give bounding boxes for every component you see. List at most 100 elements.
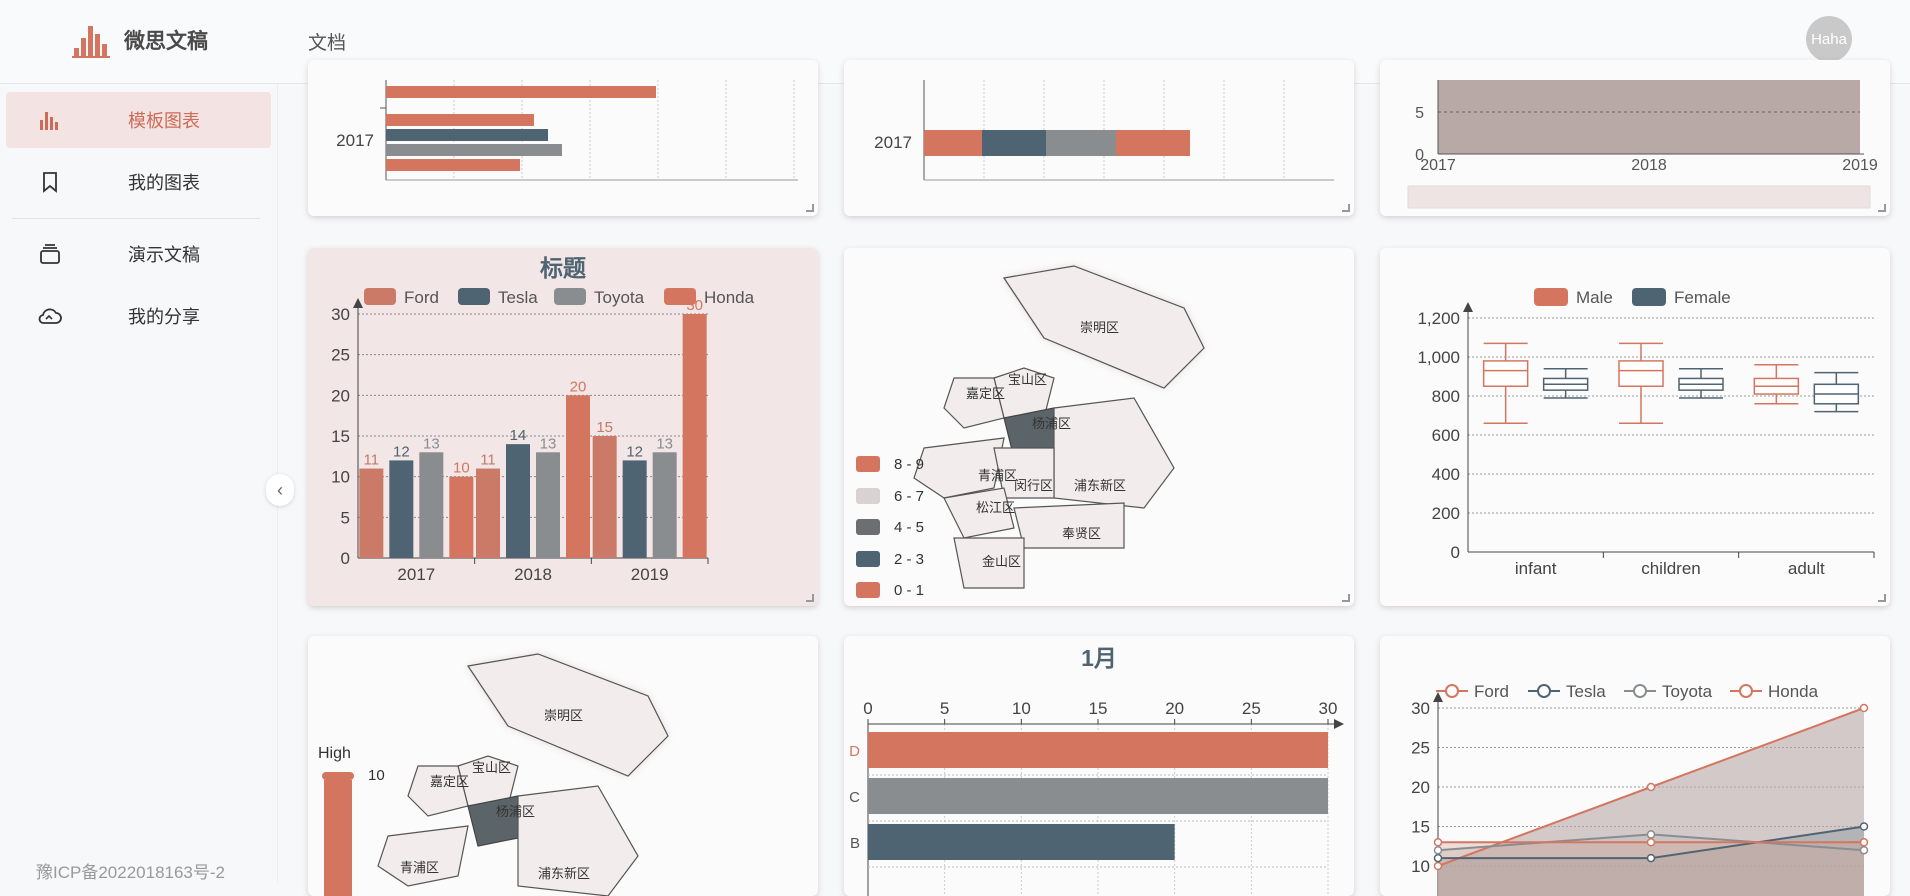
- bar-toyota-2019[interactable]: [653, 452, 677, 558]
- point-honda[interactable]: [1861, 839, 1868, 846]
- box-male-adult[interactable]: [1754, 365, 1798, 404]
- box-male-infant[interactable]: [1484, 343, 1528, 423]
- bar-tesla-2019[interactable]: [623, 460, 647, 558]
- bar-ford-2019[interactable]: [593, 436, 617, 558]
- x-tick-label: infant: [1515, 559, 1557, 578]
- bar-tesla-2018[interactable]: [506, 444, 530, 558]
- point-tesla[interactable]: [1861, 823, 1868, 830]
- point-tesla[interactable]: [1648, 855, 1655, 862]
- point-tesla[interactable]: [1435, 855, 1442, 862]
- bar-ford-2018[interactable]: [476, 469, 500, 558]
- bar-2017-honda: [386, 159, 520, 171]
- legend-label-honda[interactable]: Honda: [704, 288, 755, 307]
- visual-map-bar[interactable]: [324, 780, 352, 896]
- point-honda[interactable]: [1435, 839, 1442, 846]
- legend-swatch-female[interactable]: [1632, 288, 1666, 306]
- legend-marker-toyota[interactable]: [1634, 685, 1646, 697]
- resize-handle[interactable]: [1878, 594, 1886, 602]
- legend-swatch-ford[interactable]: [364, 288, 396, 305]
- region-qingpu[interactable]: [378, 826, 468, 886]
- stacked-chart-svg: 2017: [844, 60, 1354, 216]
- bar-C[interactable]: [868, 778, 1328, 814]
- legend-marker-tesla[interactable]: [1538, 685, 1550, 697]
- resize-handle[interactable]: [1878, 204, 1886, 212]
- bar-toyota-2018[interactable]: [536, 452, 560, 558]
- app-logo[interactable]: 微思文稿: [72, 22, 208, 58]
- bar-honda-2018[interactable]: [566, 395, 590, 558]
- y-tick-label: 5: [341, 508, 350, 527]
- bar-B[interactable]: [868, 824, 1175, 860]
- legend-swatch-tesla[interactable]: [458, 288, 490, 305]
- y-tick-label: 1,200: [1417, 309, 1460, 328]
- bar-D[interactable]: [868, 732, 1328, 768]
- legend-label-ford[interactable]: Ford: [404, 288, 439, 307]
- bar-honda-2017[interactable]: [449, 477, 473, 558]
- piece-label[interactable]: 8 - 9: [894, 456, 924, 473]
- legend-label-male[interactable]: Male: [1576, 288, 1613, 307]
- point-toyota[interactable]: [1435, 847, 1442, 854]
- legend-swatch-toyota[interactable]: [554, 288, 586, 305]
- map-label: 宝山区: [1008, 372, 1047, 387]
- legend-label-tesla[interactable]: Tesla: [498, 288, 538, 307]
- sidebar-item-presentations[interactable]: 演示文稿: [6, 226, 271, 282]
- resize-handle[interactable]: [1342, 594, 1350, 602]
- point-ford[interactable]: [1861, 705, 1868, 712]
- avatar[interactable]: Haha: [1806, 16, 1852, 62]
- sidebar-item-label: 模板图表: [128, 107, 200, 133]
- point-honda[interactable]: [1648, 839, 1655, 846]
- sidebar-item-my-shares[interactable]: 我的分享: [6, 288, 271, 344]
- piece-label[interactable]: 4 - 5: [894, 519, 924, 536]
- nav-docs[interactable]: 文档: [308, 28, 346, 55]
- legend-label-toyota[interactable]: Toyota: [594, 288, 645, 307]
- collapse-sidebar-button[interactable]: ‹: [266, 474, 294, 506]
- legend-label-female[interactable]: Female: [1674, 288, 1731, 307]
- piece-label[interactable]: 0 - 1: [894, 582, 924, 599]
- piece-2-3[interactable]: [856, 551, 880, 567]
- legend-label-ford[interactable]: Ford: [1474, 682, 1509, 701]
- chart-card-stacked[interactable]: 2017: [844, 60, 1354, 216]
- box-female-children[interactable]: [1679, 369, 1723, 398]
- box-female-adult[interactable]: [1814, 373, 1858, 412]
- piece-0-1[interactable]: [856, 582, 880, 598]
- chart-card-map-2[interactable]: 崇明区 宝山区 嘉定区 杨浦区 青浦区 浦东新区 High 10: [308, 636, 818, 896]
- map2-svg: 崇明区 宝山区 嘉定区 杨浦区 青浦区 浦东新区 High 10: [308, 636, 818, 896]
- bar-toyota-2017[interactable]: [419, 452, 443, 558]
- legend-label-toyota[interactable]: Toyota: [1662, 682, 1713, 701]
- point-toyota[interactable]: [1861, 847, 1868, 854]
- resize-handle[interactable]: [1342, 204, 1350, 212]
- sidebar-item-my-charts[interactable]: 我的图表: [6, 154, 271, 210]
- chart-card-hbar[interactable]: 2017: [308, 60, 818, 216]
- legend-marker-ford[interactable]: [1446, 685, 1458, 697]
- piece-label[interactable]: 2 - 3: [894, 551, 924, 568]
- point-ford[interactable]: [1435, 863, 1442, 870]
- sidebar-item-template-charts[interactable]: 模板图表: [6, 92, 271, 148]
- resize-handle[interactable]: [806, 594, 814, 602]
- bar-tesla-2017[interactable]: [389, 460, 413, 558]
- legend-label-honda[interactable]: Honda: [1768, 682, 1819, 701]
- visual-map-handle[interactable]: [322, 772, 354, 780]
- bar-honda-2019[interactable]: [683, 314, 707, 558]
- point-ford[interactable]: [1648, 784, 1655, 791]
- chart-card-map[interactable]: 崇明区 宝山区 嘉定区 杨浦区 青浦区 闵行区 浦东新区 松江区 奉贤区 金山区…: [844, 248, 1354, 606]
- piece-label[interactable]: 6 - 7: [894, 488, 924, 505]
- bar-ford-2017[interactable]: [359, 469, 383, 558]
- icp-footer[interactable]: 豫ICP备2022018163号-2: [36, 858, 225, 883]
- point-toyota[interactable]: [1648, 831, 1655, 838]
- resize-handle[interactable]: [806, 204, 814, 212]
- legend-swatch-male[interactable]: [1534, 288, 1568, 306]
- legend-label-tesla[interactable]: Tesla: [1566, 682, 1606, 701]
- datazoom-slider[interactable]: [1408, 186, 1870, 208]
- box-male-children[interactable]: [1619, 343, 1663, 423]
- box-female-infant[interactable]: [1544, 369, 1588, 398]
- map-label: 嘉定区: [430, 774, 469, 789]
- piece-8-9[interactable]: [856, 456, 880, 472]
- legend-marker-honda[interactable]: [1740, 685, 1752, 697]
- x-tick-label: 2018: [514, 565, 552, 584]
- piece-6-7[interactable]: [856, 488, 880, 504]
- piece-4-5[interactable]: [856, 519, 880, 535]
- chart-card-area[interactable]: 5 0 2017 2018 2019: [1380, 60, 1890, 216]
